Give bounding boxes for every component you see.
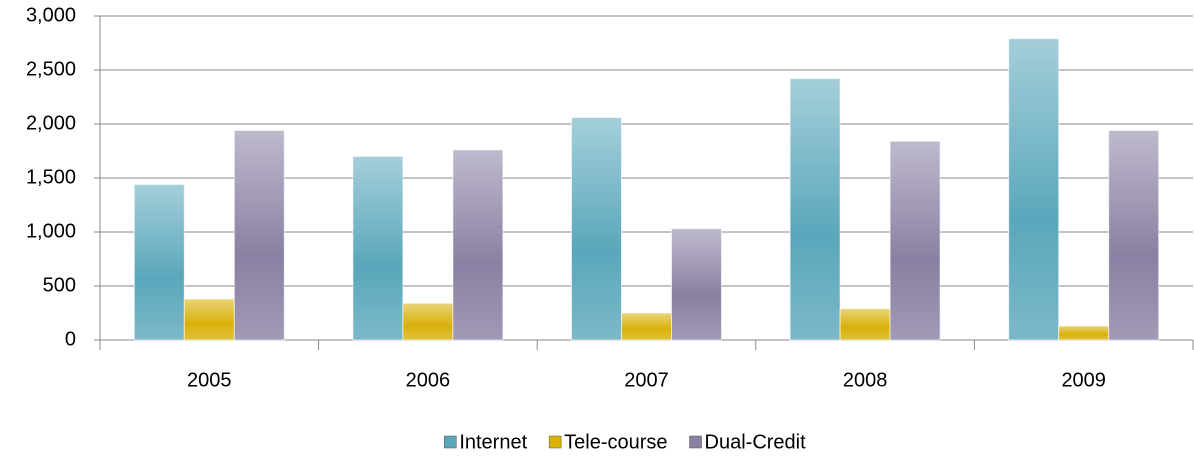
x-tick-label: 2008 <box>843 369 888 391</box>
bar <box>889 140 941 341</box>
bar <box>671 228 722 341</box>
bar <box>233 129 285 341</box>
x-tick-label: 2006 <box>406 369 451 391</box>
legend-swatch <box>689 435 702 449</box>
bar <box>839 308 891 341</box>
bar <box>571 117 622 341</box>
bar <box>352 155 404 341</box>
x-tick-label: 2005 <box>187 369 232 391</box>
y-tick-label: 1,000 <box>26 220 76 242</box>
bar <box>183 298 235 341</box>
bar <box>402 302 454 341</box>
bar <box>133 183 185 341</box>
legend-swatch <box>548 435 562 449</box>
bar <box>789 78 841 341</box>
legend-swatch <box>444 435 457 449</box>
legend-label: Internet <box>459 431 527 453</box>
x-tick-label: 2009 <box>1061 369 1106 391</box>
bar <box>1108 129 1160 341</box>
bar <box>1008 38 1060 341</box>
bar <box>1058 325 1110 341</box>
bar <box>452 149 504 341</box>
x-tick-label: 2007 <box>624 369 669 391</box>
legend-label: Tele-course <box>564 431 667 453</box>
bar <box>621 312 672 341</box>
y-tick-label: 3,000 <box>26 4 76 26</box>
y-tick-label: 0 <box>65 328 76 350</box>
y-tick-label: 2,000 <box>26 112 76 134</box>
y-tick-label: 500 <box>43 274 76 296</box>
y-tick-label: 1,500 <box>26 166 76 188</box>
legend-label: Dual-Credit <box>705 431 807 453</box>
y-tick-label: 2,500 <box>26 58 76 80</box>
